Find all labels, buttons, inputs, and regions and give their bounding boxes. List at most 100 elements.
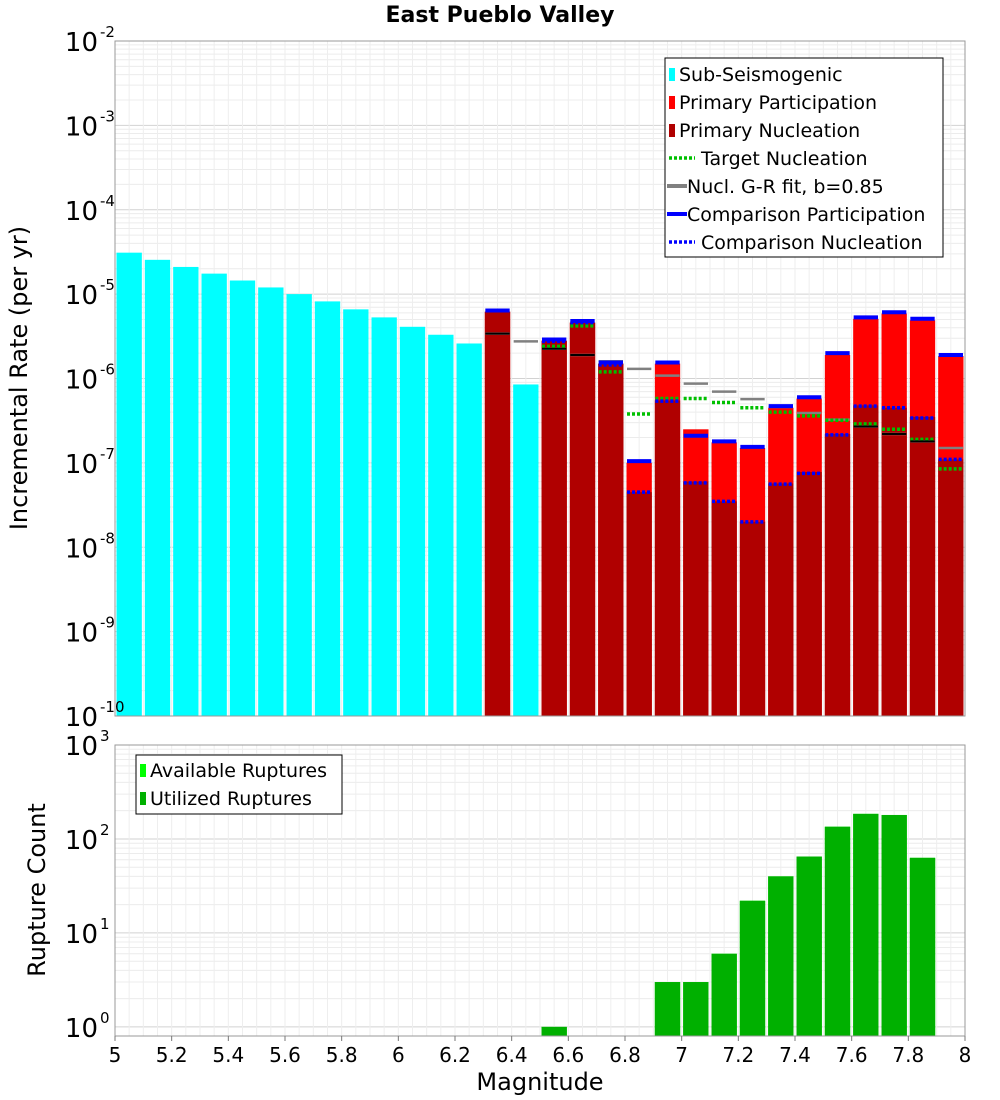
bottom-y-tick-exponent: 0	[100, 1009, 110, 1027]
primary-nucleation-bar	[768, 483, 794, 716]
x-tick-label: 6	[392, 1043, 405, 1067]
primary-nucleation-bar	[881, 407, 907, 716]
x-tick-label: 6.2	[439, 1043, 471, 1067]
x-tick-label: 6.4	[496, 1043, 528, 1067]
utilized-ruptures-bar	[853, 813, 879, 1036]
primary-nucleation-bar	[654, 400, 681, 716]
x-tick-label: 5.4	[212, 1043, 244, 1067]
top-y-tick-label: 10	[65, 281, 98, 311]
top-markers	[485, 308, 963, 524]
x-tick-label: 7	[675, 1043, 688, 1067]
primary-nucleation-bar	[598, 363, 624, 716]
sub-seismogenic-bar	[173, 266, 199, 716]
top-plot-frame	[114, 40, 966, 717]
sub-seismogenic-bar	[144, 259, 171, 716]
bottom-y-tick-label: 10	[65, 920, 98, 950]
bottom-legend-box	[135, 754, 343, 815]
sub-seismogenic-bar	[371, 317, 397, 716]
bottom-y-tick-label: 10	[65, 1014, 98, 1044]
bottom-bars	[541, 813, 936, 1036]
legend-label: Sub-Seismogenic	[679, 64, 843, 86]
top-y-tick-label: 10	[65, 112, 98, 142]
sub-seismogenic-bar	[258, 287, 284, 716]
sub-seismogenic-bar	[513, 384, 539, 716]
utilized-ruptures-bar	[796, 856, 822, 1036]
utilized-ruptures-bar	[711, 953, 737, 1036]
x-axis-label: Magnitude	[476, 1068, 603, 1096]
top-y-tick-label: 10	[65, 28, 98, 58]
x-tick-label: 5.6	[269, 1043, 301, 1067]
x-tick-label: 5	[109, 1043, 122, 1067]
top-y-tick-exponent: -7	[100, 445, 115, 463]
bottom-y-tick-exponent: 3	[100, 727, 110, 745]
primary-nucleation-bar	[853, 405, 879, 716]
primary-nucleation-bar	[626, 492, 652, 716]
top-y-tick-exponent: -4	[100, 192, 115, 210]
sub-seismogenic-bar	[314, 301, 341, 716]
x-tick-label: 7.4	[779, 1043, 811, 1067]
top-y-tick-exponent: -9	[100, 614, 115, 632]
x-tick-labels: 5 5.2 5.4 5.6 5.8 6 6.2 6.4 6.6 6.8 7 7.2 7.4 7.6 7.8 8	[109, 1036, 972, 1067]
top-y-tick-exponent: -6	[100, 361, 115, 379]
sub-seismogenic-bar	[286, 294, 312, 716]
top-y-tick-label: 10	[65, 534, 98, 564]
x-tick-label: 6.6	[552, 1043, 584, 1067]
legend-label: Comparison Nucleation	[701, 232, 923, 254]
utilized-ruptures-bar	[654, 982, 681, 1036]
top-y-tick-exponent: -8	[100, 529, 115, 547]
legend-label: Primary Participation	[679, 92, 877, 114]
utilized-ruptures-bar	[768, 876, 794, 1036]
utilized-ruptures-bar	[881, 814, 907, 1036]
top-bars	[116, 252, 964, 716]
sub-seismogenic-bar	[456, 343, 482, 716]
top-y-tick-label: 10	[65, 366, 98, 396]
primary-nucleation-bar	[711, 501, 737, 716]
top-y-tick-label: 10	[65, 450, 98, 480]
legend-label: Available Ruptures	[150, 760, 327, 782]
utilized-ruptures-bar	[683, 982, 709, 1036]
legend-label: Target Nucleation	[700, 148, 868, 170]
legend-label: Comparison Participation	[687, 204, 925, 226]
x-tick-label: 6.8	[609, 1043, 641, 1067]
legend-label: Nucl. G-R fit, b=0.85	[687, 176, 884, 198]
primary-nucleation-bar	[938, 459, 964, 716]
legend-swatch	[140, 764, 146, 777]
legend-swatch	[140, 792, 146, 805]
legend-swatch	[669, 96, 675, 109]
primary-nucleation-bar	[484, 311, 511, 716]
legend-label: Primary Nucleation	[679, 120, 860, 142]
x-tick-label: 5.8	[326, 1043, 358, 1067]
chart-title: East Pueblo Valley	[386, 3, 615, 28]
top-y-axis-label: Incremental Rate (per yr)	[5, 226, 33, 530]
bottom-plot-frame	[114, 744, 966, 1037]
utilized-ruptures-bar	[541, 1026, 567, 1036]
top-y-tick-exponent: -5	[100, 276, 115, 294]
sub-seismogenic-bar	[201, 273, 227, 716]
sub-seismogenic-bar	[399, 326, 426, 716]
legend-label: Utilized Ruptures	[150, 788, 312, 810]
bottom-y-tick-label: 10	[65, 826, 98, 856]
utilized-ruptures-bar	[909, 857, 936, 1036]
legend-swatch	[669, 68, 675, 81]
primary-nucleation-bar	[909, 416, 936, 716]
sub-seismogenic-bar	[116, 252, 142, 716]
x-tick-label: 8	[959, 1043, 972, 1067]
primary-nucleation-bar	[569, 322, 596, 716]
sub-seismogenic-bar	[343, 309, 369, 716]
bottom-grid	[114, 744, 966, 1036]
primary-nucleation-bar	[796, 471, 822, 716]
primary-nucleation-bar	[541, 340, 567, 716]
x-tick-label: 7.8	[892, 1043, 924, 1067]
legend-swatch	[669, 124, 675, 137]
top-y-tick-exponent: -3	[100, 107, 115, 125]
primary-nucleation-bar	[824, 433, 851, 716]
x-tick-label: 7.6	[836, 1043, 868, 1067]
x-tick-label: 7.2	[722, 1043, 754, 1067]
top-y-tick-label: 10	[65, 197, 98, 227]
primary-nucleation-bar	[683, 481, 709, 716]
bottom-y-tick-label: 10	[65, 732, 98, 762]
